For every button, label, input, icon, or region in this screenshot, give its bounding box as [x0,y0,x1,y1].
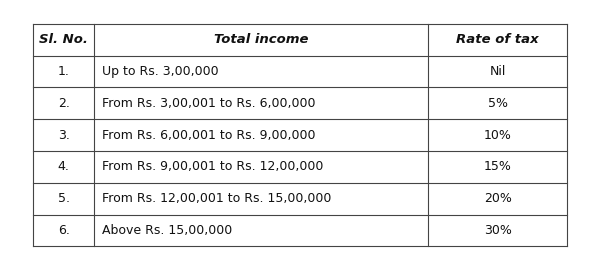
Text: From Rs. 9,00,001 to Rs. 12,00,000: From Rs. 9,00,001 to Rs. 12,00,000 [103,160,324,174]
Text: 1.: 1. [58,65,70,78]
Text: Sl. No.: Sl. No. [39,33,88,46]
Text: Rate of tax: Rate of tax [456,33,539,46]
Text: From Rs. 3,00,001 to Rs. 6,00,000: From Rs. 3,00,001 to Rs. 6,00,000 [103,97,316,110]
Text: Total income: Total income [214,33,308,46]
Text: 2.: 2. [58,97,70,110]
Text: 20%: 20% [484,192,512,205]
Text: 4.: 4. [58,160,70,174]
Text: 5.: 5. [58,192,70,205]
Text: Nil: Nil [490,65,506,78]
Text: 15%: 15% [484,160,512,174]
Text: 30%: 30% [484,224,512,237]
Text: Above Rs. 15,00,000: Above Rs. 15,00,000 [103,224,233,237]
Text: From Rs. 12,00,001 to Rs. 15,00,000: From Rs. 12,00,001 to Rs. 15,00,000 [103,192,332,205]
Text: From Rs. 6,00,001 to Rs. 9,00,000: From Rs. 6,00,001 to Rs. 9,00,000 [103,129,316,142]
Bar [33,24,567,246]
Text: 10%: 10% [484,129,512,142]
Text: 5%: 5% [488,97,508,110]
Text: Up to Rs. 3,00,000: Up to Rs. 3,00,000 [103,65,219,78]
Text: 6.: 6. [58,224,70,237]
Text: 3.: 3. [58,129,70,142]
